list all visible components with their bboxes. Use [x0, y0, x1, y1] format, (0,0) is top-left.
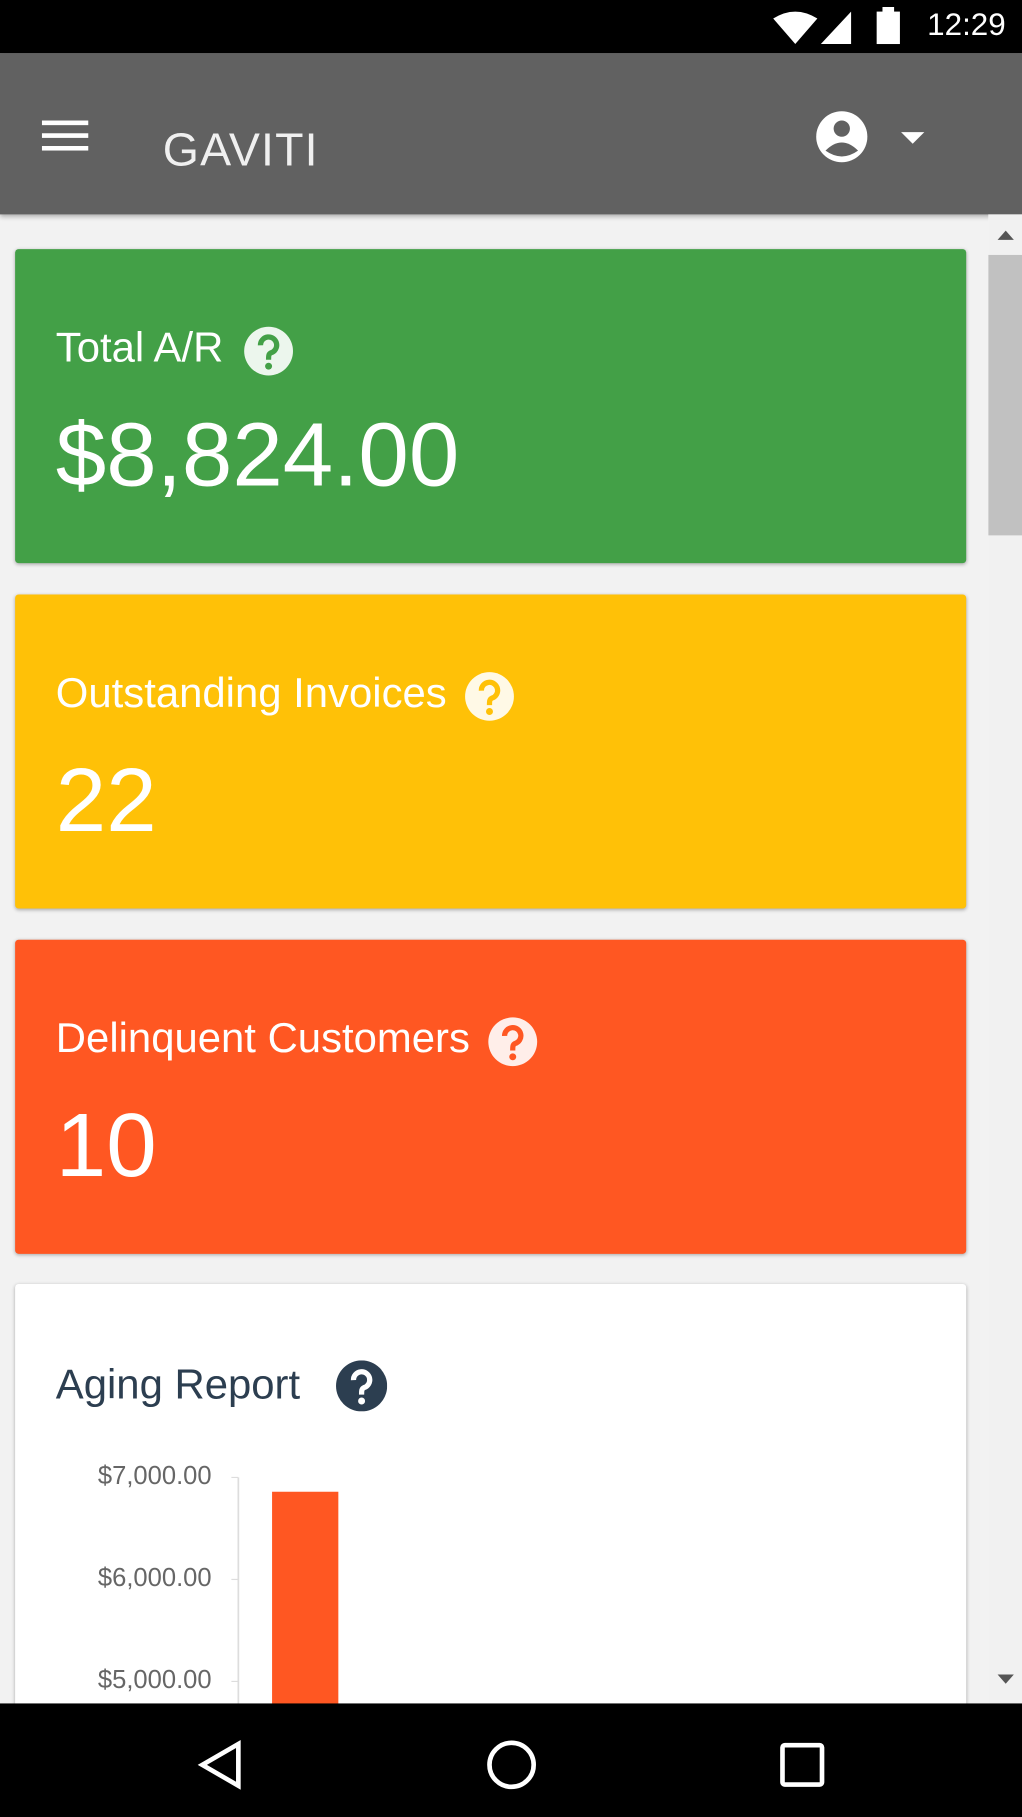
aging-report-title: Aging Report	[55, 1360, 301, 1408]
help-icon[interactable]	[487, 1016, 538, 1067]
y-tick-label: $6,000.00	[98, 1564, 212, 1592]
card-value: 10	[55, 1093, 157, 1196]
clock: 12:29	[927, 6, 1006, 42]
help-icon[interactable]	[464, 671, 515, 722]
y-tick-label: $7,000.00	[98, 1462, 212, 1490]
y-tick-label: $5,000.00	[98, 1666, 212, 1694]
card-label: Delinquent Customers	[55, 1013, 470, 1062]
help-circle	[488, 1017, 538, 1067]
help-icon[interactable]	[336, 1360, 388, 1412]
card-value: 22	[55, 748, 157, 851]
aging-report-card: Aging Report $7,000.00 $6,000.00 $5,000.00	[15, 1283, 967, 1748]
navigation-bar	[0, 1703, 1022, 1817]
card-label: Total A/R	[55, 323, 224, 371]
stat-card: Outstanding Invoices 22	[15, 594, 967, 909]
help-circle	[465, 672, 515, 721]
help-glyph	[478, 679, 501, 706]
home-button[interactable]	[487, 1740, 536, 1790]
nav-buttons	[197, 1739, 825, 1790]
aging-chart: $7,000.00 $6,000.00 $5,000.00	[98, 1462, 339, 1748]
app-bar: GAVITI	[0, 53, 1022, 215]
help-dot	[486, 708, 494, 715]
card-label: Outstanding Invoices	[55, 668, 447, 717]
status-icons	[773, 6, 900, 45]
scrollbar-parts	[988, 230, 1022, 1684]
scrollbar[interactable]	[988, 214, 1022, 1704]
help-dot	[509, 1053, 517, 1061]
card-value: $8,824.00	[55, 403, 460, 506]
stat-card: Total A/R $8,824.00	[15, 249, 967, 564]
help-glyph	[502, 1025, 524, 1051]
back-button[interactable]	[197, 1739, 241, 1790]
help-icon[interactable]	[243, 326, 294, 377]
help-glyph	[257, 334, 280, 360]
account-menu[interactable]	[814, 109, 942, 165]
menu-button[interactable]	[41, 120, 89, 151]
help-circle	[244, 326, 294, 376]
recents-button[interactable]	[780, 1742, 825, 1787]
logo: GAVITI	[162, 125, 319, 177]
stat-card: Delinquent Customers 10	[15, 939, 967, 1254]
help-dot	[265, 362, 273, 370]
status-bar: 12:29	[0, 0, 1022, 54]
